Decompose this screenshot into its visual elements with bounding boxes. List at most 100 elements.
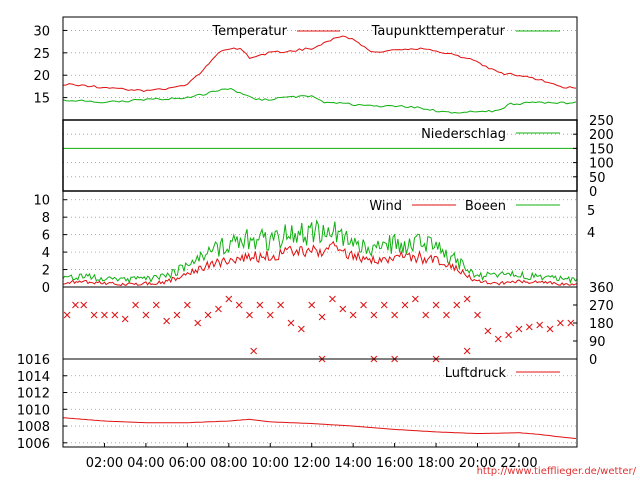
panel-frames (62, 16, 578, 448)
wind-direction-marker-4 (101, 311, 108, 319)
wind-direction-marker-42 (494, 335, 502, 343)
wind-direction-marker-25 (318, 313, 326, 321)
ytick-pressure-5: 1016 (17, 353, 50, 368)
wind-direction-marker-37 (443, 311, 450, 319)
ytick-pressure-2: 1010 (17, 403, 50, 418)
wind-direction-marker-12 (184, 301, 191, 309)
ytick-pressure-3: 1012 (17, 387, 50, 402)
wind-direction-marker-55 (463, 347, 471, 355)
ytick-wind_direction-0: 0 (589, 353, 597, 368)
wind-direction-marker-32 (391, 311, 398, 319)
wind-direction-marker-43 (505, 331, 512, 339)
panel-frame-wind_direction (62, 286, 578, 360)
wind-direction-marker-49 (567, 319, 575, 327)
wind-direction-marker-47 (546, 325, 554, 333)
wind-direction-marker-50 (250, 347, 258, 355)
wind-direction-marker-16 (225, 295, 233, 303)
ytick-precipitation-2: 100 (589, 157, 614, 172)
xtick-3: 08:00 (210, 456, 247, 471)
wind-direction-marker-33 (401, 301, 409, 309)
wind-direction-marker-36 (432, 301, 440, 309)
legend-luftdruck-label: Luftdruck (445, 366, 507, 381)
wind-direction-marker-11 (173, 311, 181, 319)
ytick-wind_direction-4: 360 (589, 281, 614, 296)
ytick-right-wind-0: 4 (587, 226, 595, 241)
wind-direction-marker-3 (90, 311, 98, 319)
ytick-pressure-0: 1006 (17, 437, 50, 452)
data-series (62, 35, 578, 439)
wind-direction-marker-26 (329, 295, 336, 303)
xtick-7: 16:00 (376, 456, 413, 471)
xtick-5: 12:00 (293, 456, 330, 471)
ytick-wind-0: 0 (42, 281, 50, 296)
ytick-temperature-2: 25 (33, 47, 50, 62)
wind-direction-marker-17 (235, 301, 243, 309)
legend-temperatur-label: Temperatur (211, 24, 287, 39)
xtick-6: 14:00 (334, 456, 371, 471)
wind-direction-marker-2 (80, 301, 88, 309)
series-line-temperature-taupunkttemperatur (62, 87, 577, 114)
wind-direction-marker-30 (370, 311, 378, 319)
wind-direction-marker-14 (204, 311, 212, 319)
xtick-10: 22:00 (500, 456, 537, 471)
ytick-temperature-3: 30 (33, 24, 50, 39)
ytick-right-wind-1: 5 (587, 204, 595, 219)
wind-direction-marker-18 (246, 311, 253, 319)
xtick-4: 10:00 (252, 456, 289, 471)
series-line-temperature-temperatur (62, 35, 577, 93)
wind-direction-marker-6 (121, 315, 129, 323)
wind-direction-marker-27 (339, 305, 347, 313)
ytick-wind-5: 10 (33, 194, 50, 209)
wind-direction-marker-7 (132, 301, 139, 309)
ytick-precipitation-1: 50 (589, 171, 606, 186)
wind-direction-marker-24 (308, 301, 316, 309)
wind-direction-marker-39 (463, 295, 471, 303)
wind-direction-marker-44 (515, 325, 523, 333)
series-line-wind-boeen (62, 219, 578, 284)
ytick-precipitation-0: 0 (589, 185, 597, 200)
wind-direction-marker-22 (287, 319, 295, 327)
ytick-wind-2: 4 (42, 246, 50, 261)
wind-direction-marker-8 (142, 311, 150, 319)
legend-wind-label: Wind (369, 199, 402, 214)
xtick-1: 04:00 (127, 456, 164, 471)
xtick-8: 18:00 (417, 456, 454, 471)
ytick-pressure-4: 1014 (17, 370, 50, 385)
wind-direction-marker-38 (453, 301, 461, 309)
wind-direction-marker-10 (163, 317, 170, 325)
wind-direction-marker-35 (422, 311, 430, 319)
xtick-9: 20:00 (459, 456, 496, 471)
wind-direction-marker-23 (297, 325, 305, 333)
series-line-wind-wind (62, 240, 578, 287)
wind-direction-marker-45 (525, 323, 533, 331)
wind-direction-marker-29 (360, 301, 367, 309)
legend-boeen-label: Boeen (465, 199, 506, 214)
wind-direction-marker-48 (557, 319, 564, 327)
wind-direction-marker-41 (484, 327, 492, 335)
wind-direction-marker-31 (380, 301, 388, 309)
panel-frame-pressure (62, 358, 578, 448)
credit-url: http://www.tiefflieger.de/wetter/ (477, 466, 637, 477)
ytick-precipitation-3: 150 (589, 142, 614, 157)
series-line-pressure-luftdruck (62, 417, 577, 439)
wind-direction-marker-21 (277, 301, 284, 309)
axis-ticks: 1520253005010015020025002468104509018027… (17, 24, 614, 471)
wind-direction-marker-0 (63, 311, 71, 319)
xtick-0: 02:00 (86, 456, 123, 471)
ytick-precipitation-4: 200 (589, 128, 614, 143)
wind-direction-marker-19 (256, 301, 264, 309)
legend-niederschlag-label: Niederschlag (421, 127, 506, 142)
ytick-wind_direction-1: 90 (589, 335, 606, 350)
wind-direction-marker-28 (349, 311, 357, 319)
ytick-wind-3: 6 (42, 229, 50, 244)
wind-direction-marker-13 (194, 319, 202, 327)
ytick-wind-4: 8 (42, 211, 50, 226)
wind-direction-marker-9 (152, 301, 160, 309)
ytick-pressure-1: 1008 (17, 420, 50, 435)
wind-direction-marker-46 (536, 321, 544, 329)
ytick-wind-1: 2 (42, 264, 50, 279)
wind-direction-marker-40 (474, 311, 481, 319)
ytick-temperature-1: 20 (33, 69, 50, 84)
xtick-2: 06:00 (169, 456, 206, 471)
